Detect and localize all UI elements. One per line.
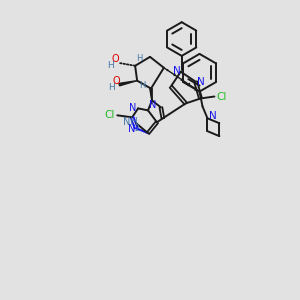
Text: N: N — [130, 103, 137, 113]
Polygon shape — [150, 88, 152, 101]
Text: 2: 2 — [135, 124, 140, 133]
Text: H: H — [136, 54, 142, 63]
Text: NH: NH — [123, 117, 138, 127]
Text: N: N — [173, 66, 181, 76]
Text: H: H — [107, 61, 114, 70]
Text: N: N — [149, 100, 157, 110]
Text: N: N — [208, 111, 216, 121]
Text: N: N — [197, 76, 204, 87]
Text: H: H — [139, 81, 145, 90]
Text: H: H — [108, 83, 115, 92]
Text: Cl: Cl — [216, 92, 226, 101]
Polygon shape — [119, 81, 137, 86]
Text: O: O — [112, 76, 120, 85]
Text: N: N — [128, 124, 136, 134]
Text: O: O — [112, 54, 119, 64]
Text: Cl: Cl — [104, 110, 115, 120]
